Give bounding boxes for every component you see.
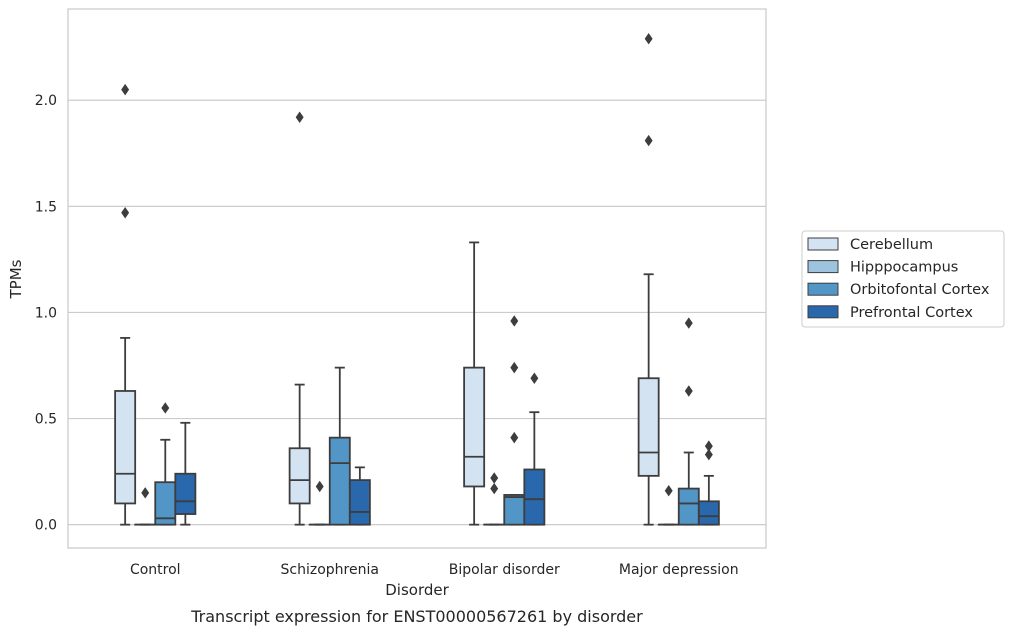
outlier-point [664, 484, 673, 497]
box-iqr [114, 390, 137, 505]
y-tick-label: 0.5 [35, 412, 57, 428]
box-group [174, 421, 197, 526]
box-iqr [348, 479, 371, 526]
legend-label: Orbitofontal Cortex [850, 282, 990, 298]
box-iqr [503, 494, 526, 526]
box-iqr [637, 377, 660, 477]
y-tick-label: 1.0 [35, 305, 57, 321]
legend-swatch [807, 305, 839, 319]
outlier-point [704, 448, 713, 461]
legend-items: Cerebellum Hipppocampus Orbitofontal Corte… [807, 237, 990, 321]
figure-caption: Transcript expression for ENST0000056726… [190, 607, 643, 626]
x-tick-label: Control [130, 562, 181, 578]
box-iqr [288, 447, 311, 505]
box-group [523, 372, 546, 526]
box-group [697, 440, 720, 526]
outlier-point [704, 440, 713, 452]
box-group [637, 32, 660, 526]
box-iqr [328, 436, 351, 526]
legend-label: Hipppocampus [850, 260, 958, 276]
box-group [134, 487, 157, 526]
outlier-point [510, 315, 519, 327]
outlier-point [644, 134, 653, 147]
box-group [328, 366, 351, 526]
box-iqr [523, 468, 546, 526]
outlier-point [684, 385, 693, 397]
x-tick-labels: Control Schizophrenia Bipolar disorder Majo… [130, 562, 739, 578]
legend-label: Prefrontal Cortex [850, 305, 973, 321]
outlier-point [510, 361, 519, 374]
box-iqr [677, 487, 700, 526]
outlier-point [121, 206, 130, 219]
x-tick-label: Schizophrenia [281, 562, 379, 578]
box-group [463, 241, 486, 526]
outlier-point [490, 472, 499, 484]
y-tick-label: 1.5 [35, 199, 57, 215]
legend-swatch [807, 260, 839, 274]
y-tick-label: 2.0 [35, 93, 57, 109]
outlier-point [644, 32, 653, 45]
outlier-point [684, 317, 693, 329]
legend-frame [801, 230, 1005, 328]
outlier-point [530, 372, 539, 384]
box-group [483, 472, 506, 526]
box-group [503, 315, 526, 526]
legend-swatch [807, 237, 839, 251]
x-tick-label: Bipolar disorder [449, 562, 560, 578]
legend-swatch [807, 282, 839, 296]
outlier-point [295, 111, 304, 123]
outlier-point [490, 482, 499, 495]
box-group [308, 480, 331, 526]
box-group [154, 402, 177, 526]
x-axis-label: Disorder [385, 581, 449, 599]
box-iqr [463, 366, 486, 488]
box-plots [114, 32, 720, 526]
grid-lines [68, 99, 766, 526]
plot-frame [67, 8, 767, 549]
box-group [288, 111, 311, 526]
box-group [657, 484, 680, 526]
outlier-point [510, 431, 519, 444]
outlier-point [315, 480, 324, 493]
legend-label: Cerebellum [850, 237, 933, 253]
outlier-point [141, 487, 150, 499]
y-axis-label: TPMs [7, 259, 25, 299]
legend: Cerebellum Hipppocampus Orbitofontal Corte… [801, 230, 1005, 328]
box-group [677, 317, 700, 526]
box-group [348, 466, 371, 526]
box-iqr [697, 500, 720, 526]
outlier-point [161, 402, 170, 414]
box-iqr [174, 472, 197, 515]
outlier-point [121, 83, 130, 96]
y-tick-label: 0.0 [35, 518, 57, 534]
box-group [114, 83, 137, 526]
y-tick-labels: 0.0 0.5 1.0 1.5 2.0 [35, 93, 57, 533]
x-tick-label: Major depression [619, 562, 739, 578]
